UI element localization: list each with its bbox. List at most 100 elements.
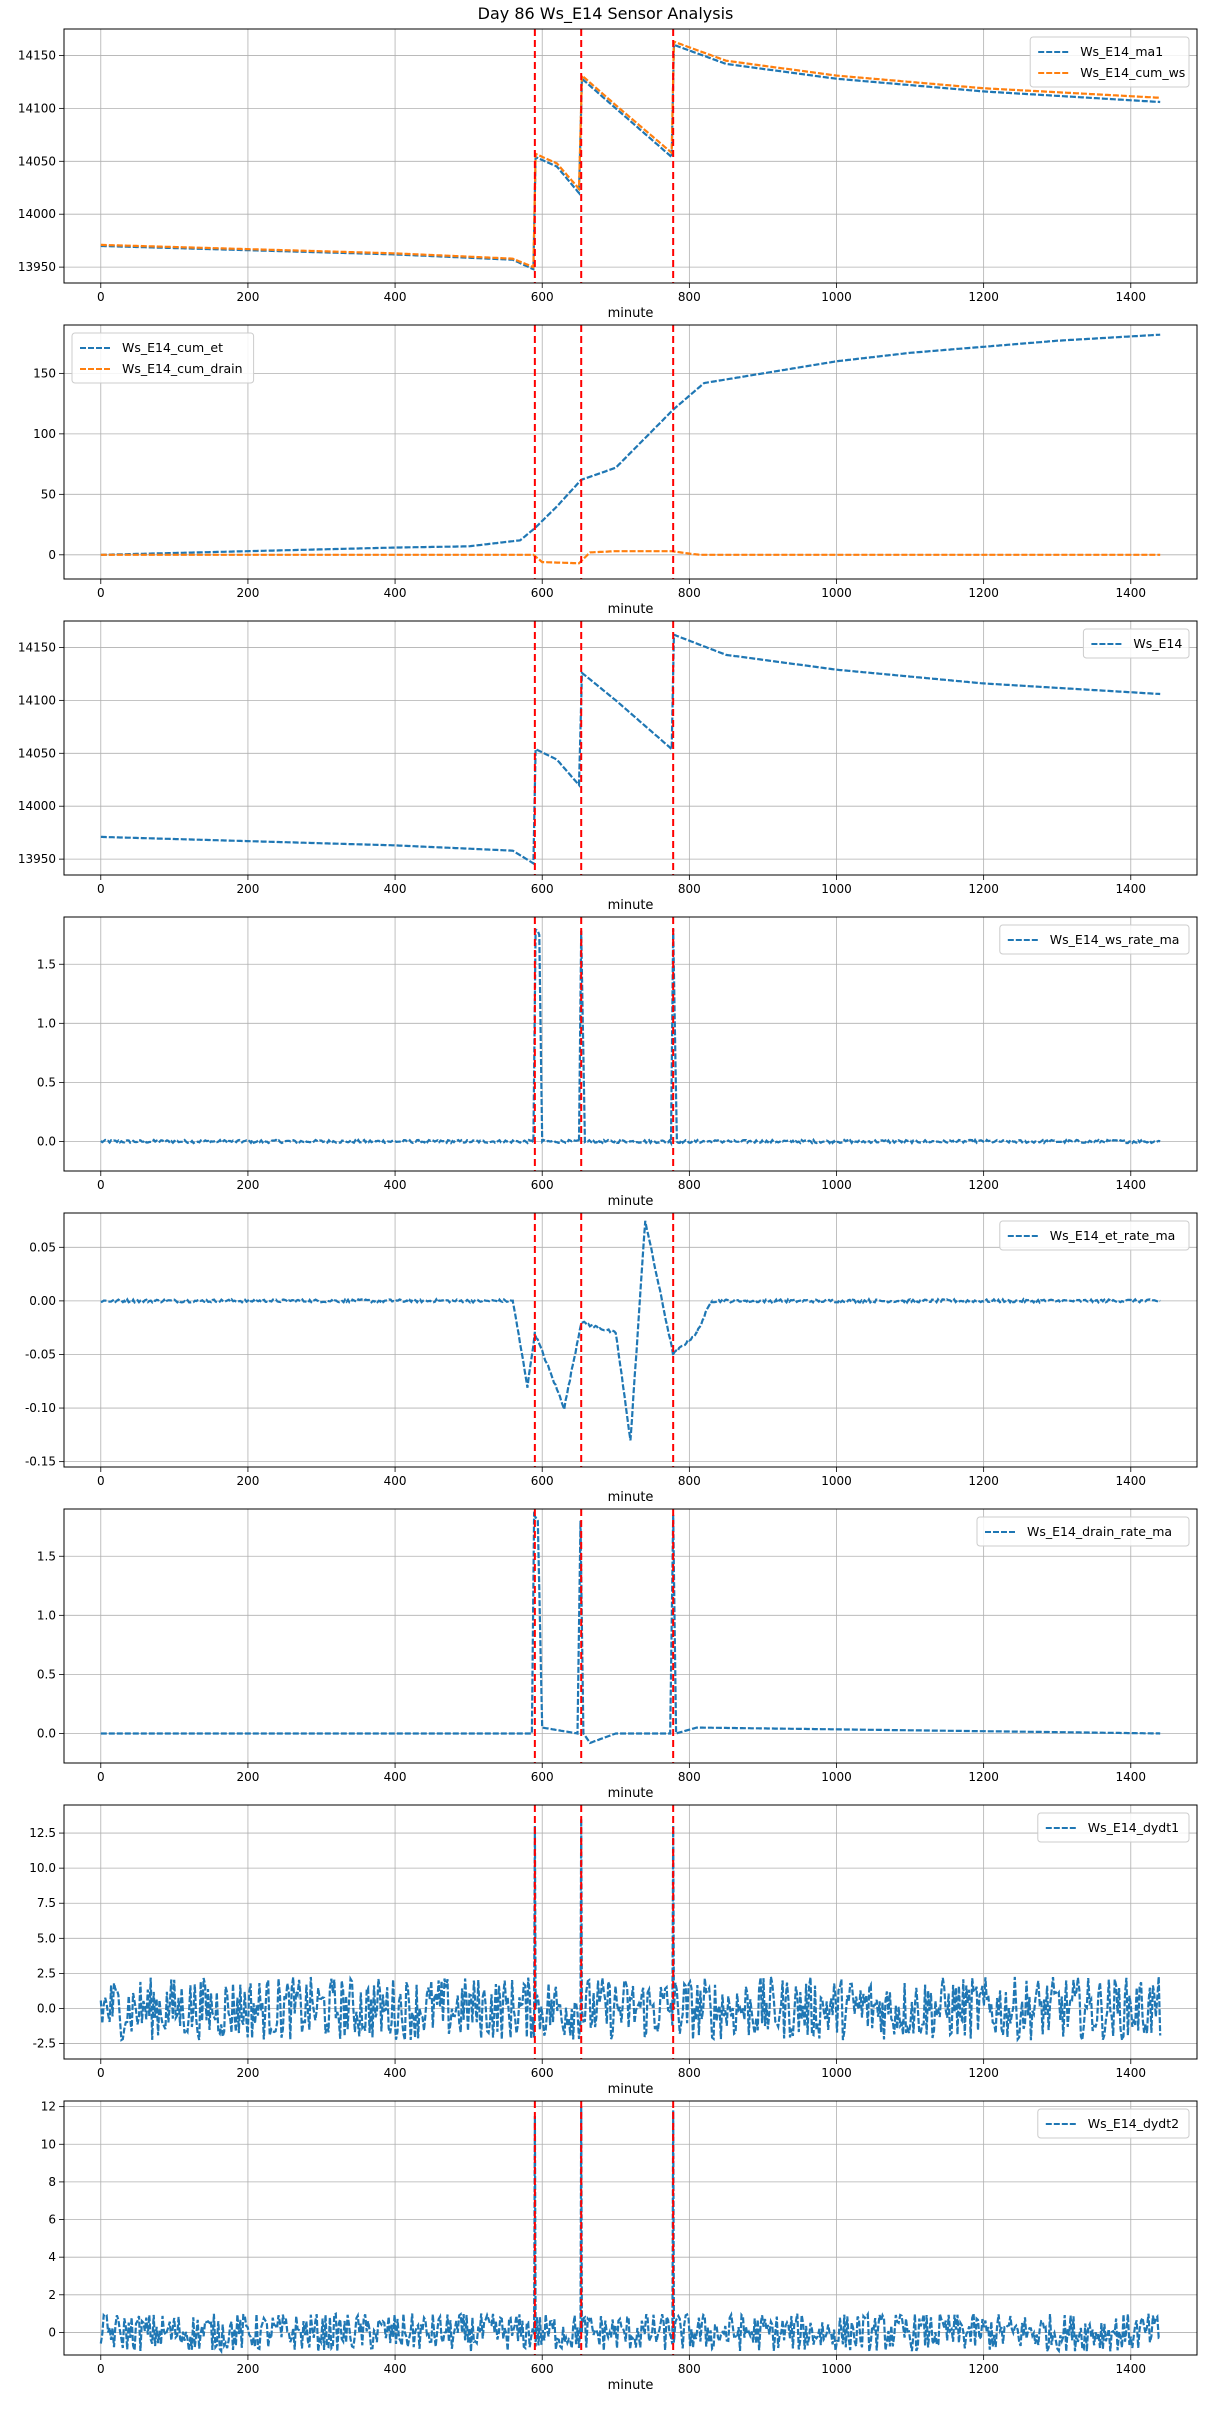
y-tick-label: 10.0	[29, 1861, 56, 1875]
y-tick-label: 8	[48, 2175, 56, 2189]
y-tick-label: 1.0	[37, 1608, 56, 1622]
series-line-Ws_E14	[100, 633, 1161, 866]
y-tick-label: 10	[41, 2137, 56, 2151]
y-tick-label: -0.15	[25, 1455, 56, 1469]
x-tick-label: 400	[384, 1770, 407, 1784]
chart-svg-1: 0 200 400 600 800 1000 1200 1400 13950 14000 14050…	[18, 28, 1198, 317]
series-line-Ws_E14_cum_et	[100, 333, 1161, 556]
y-tick-label: 5.0	[37, 1931, 56, 1945]
x-tick-label: 800	[678, 2362, 701, 2376]
x-tick-label: 200	[236, 882, 259, 896]
legend-box	[999, 1220, 1190, 1251]
axes-frame	[63, 1212, 1198, 1468]
x-tick-label: 600	[531, 1770, 554, 1784]
x-tick-label: 1000	[821, 290, 852, 304]
x-tick-label: 1200	[968, 290, 999, 304]
legend-label: Ws_E14_cum_et	[122, 340, 223, 355]
legend-label: Ws_E14_ma1	[1080, 44, 1163, 59]
axes-frame	[63, 2100, 1198, 2356]
x-tick-label: 1400	[1116, 882, 1147, 896]
x-tick-label: 1000	[821, 2362, 852, 2376]
x-tick-label: 800	[678, 1178, 701, 1192]
chart-svg-3: 0 200 400 600 800 1000 1200 1400 13950 14000 14050…	[18, 620, 1198, 909]
x-tick-label: 1200	[968, 1474, 999, 1488]
chart-panel-4: 0 200 400 600 800 1000 1200 1400 0.0 0.5 1.0 1.5 min…	[0, 915, 1211, 1205]
x-tick-label: 200	[236, 1474, 259, 1488]
series-line-Ws_E14_dydt1	[99, 1818, 1162, 2045]
y-tick-label: 150	[33, 366, 56, 380]
y-tick-label: 0.05	[29, 1240, 56, 1254]
series-line-Ws_E14_dydt2	[99, 2106, 1161, 2355]
axes-frame	[63, 28, 1198, 284]
x-axis-label: minute	[608, 306, 654, 317]
x-tick-label: 800	[678, 882, 701, 896]
x-axis-label: minute	[608, 2082, 654, 2093]
x-tick-label: 400	[384, 586, 407, 600]
chart-panel-2: 0 200 400 600 800 1000 1200 1400 0 50 100 150 minute…	[0, 323, 1211, 613]
x-tick-label: 200	[236, 1178, 259, 1192]
legend-box	[1082, 628, 1190, 659]
y-tick-label: 14000	[18, 799, 56, 813]
y-tick-label: 0.0	[37, 1726, 56, 1740]
x-tick-label: 1000	[821, 882, 852, 896]
y-tick-label: -2.5	[33, 2037, 56, 2051]
series-line-Ws_E14_cum_drain	[100, 550, 1161, 565]
x-tick-label: 1400	[1116, 1770, 1147, 1784]
x-tick-label: 1200	[968, 2362, 999, 2376]
y-tick-label: 1.0	[37, 1016, 56, 1030]
x-tick-label: 0	[97, 1178, 105, 1192]
x-tick-label: 1400	[1116, 1474, 1147, 1488]
chart-panel-3: 0 200 400 600 800 1000 1200 1400 13950 14000 14050…	[0, 619, 1211, 909]
x-tick-label: 200	[236, 2362, 259, 2376]
x-tick-label: 200	[236, 290, 259, 304]
chart-svg-5: 0 200 400 600 800 1000 1200 1400 -0.15 -0.10 -0.05…	[25, 1212, 1198, 1501]
x-tick-label: 800	[678, 290, 701, 304]
legend: Ws_E14_ws_rate_ma	[999, 924, 1190, 955]
x-tick-label: 0	[97, 2362, 105, 2376]
series-line-Ws_E14_cum_ws	[100, 40, 1161, 269]
figure-title: Day 86 Ws_E14 Sensor Analysis	[477, 4, 734, 23]
x-tick-label: 600	[531, 1474, 554, 1488]
x-tick-label: 1000	[821, 1178, 852, 1192]
x-tick-label: 400	[384, 1178, 407, 1192]
chart-panel-6: 0 200 400 600 800 1000 1200 1400 0.0 0.5 1.0 1.5 min…	[0, 1507, 1211, 1797]
legend-box	[999, 924, 1190, 955]
x-tick-label: 0	[97, 1474, 105, 1488]
y-tick-label: -0.05	[25, 1347, 56, 1361]
x-tick-label: 1000	[821, 2066, 852, 2080]
x-axis-label: minute	[608, 1490, 654, 1501]
legend-label: Ws_E14_dydt2	[1088, 2116, 1179, 2131]
x-tick-label: 600	[531, 2066, 554, 2080]
x-tick-label: 1200	[968, 882, 999, 896]
y-tick-label: 14100	[18, 693, 56, 707]
y-tick-label: 14100	[18, 101, 56, 115]
x-tick-label: 0	[97, 2066, 105, 2080]
y-tick-label: 4	[48, 2250, 56, 2264]
legend-box	[1029, 36, 1190, 88]
x-tick-label: 200	[236, 586, 259, 600]
y-tick-label: 13950	[18, 852, 56, 866]
legend: Ws_E14_ma1 Ws_E14_cum_ws	[1029, 36, 1190, 88]
x-tick-label: 400	[384, 290, 407, 304]
x-axis-label: minute	[608, 2378, 654, 2389]
x-tick-label: 400	[384, 882, 407, 896]
x-tick-label: 1400	[1116, 1178, 1147, 1192]
y-tick-label: 13950	[18, 260, 56, 274]
x-tick-label: 1400	[1116, 290, 1147, 304]
axes-frame	[63, 1804, 1198, 2060]
legend: Ws_E14_drain_rate_ma	[976, 1516, 1190, 1547]
series-line-Ws_E14_drain_rate_ma	[100, 1510, 1161, 1745]
y-tick-label: 2.5	[37, 1966, 56, 1980]
x-tick-label: 800	[678, 1770, 701, 1784]
x-tick-label: 600	[531, 882, 554, 896]
y-tick-label: 14150	[18, 640, 56, 654]
x-tick-label: 600	[531, 1178, 554, 1192]
chart-panel-1: 0 200 400 600 800 1000 1200 1400 13950 14000 14050…	[0, 27, 1211, 317]
x-tick-label: 1200	[968, 1178, 999, 1192]
x-tick-label: 400	[384, 2066, 407, 2080]
legend-label: Ws_E14_cum_drain	[122, 361, 243, 376]
series-line-Ws_E14_ws_rate_ma	[100, 928, 1161, 1147]
chart-svg-7: 0 200 400 600 800 1000 1200 1400 -2.5 0.0 2.5 5.0 7.…	[29, 1804, 1198, 2093]
chart-svg-2: 0 200 400 600 800 1000 1200 1400 0 50 100 150 minute…	[33, 324, 1198, 613]
